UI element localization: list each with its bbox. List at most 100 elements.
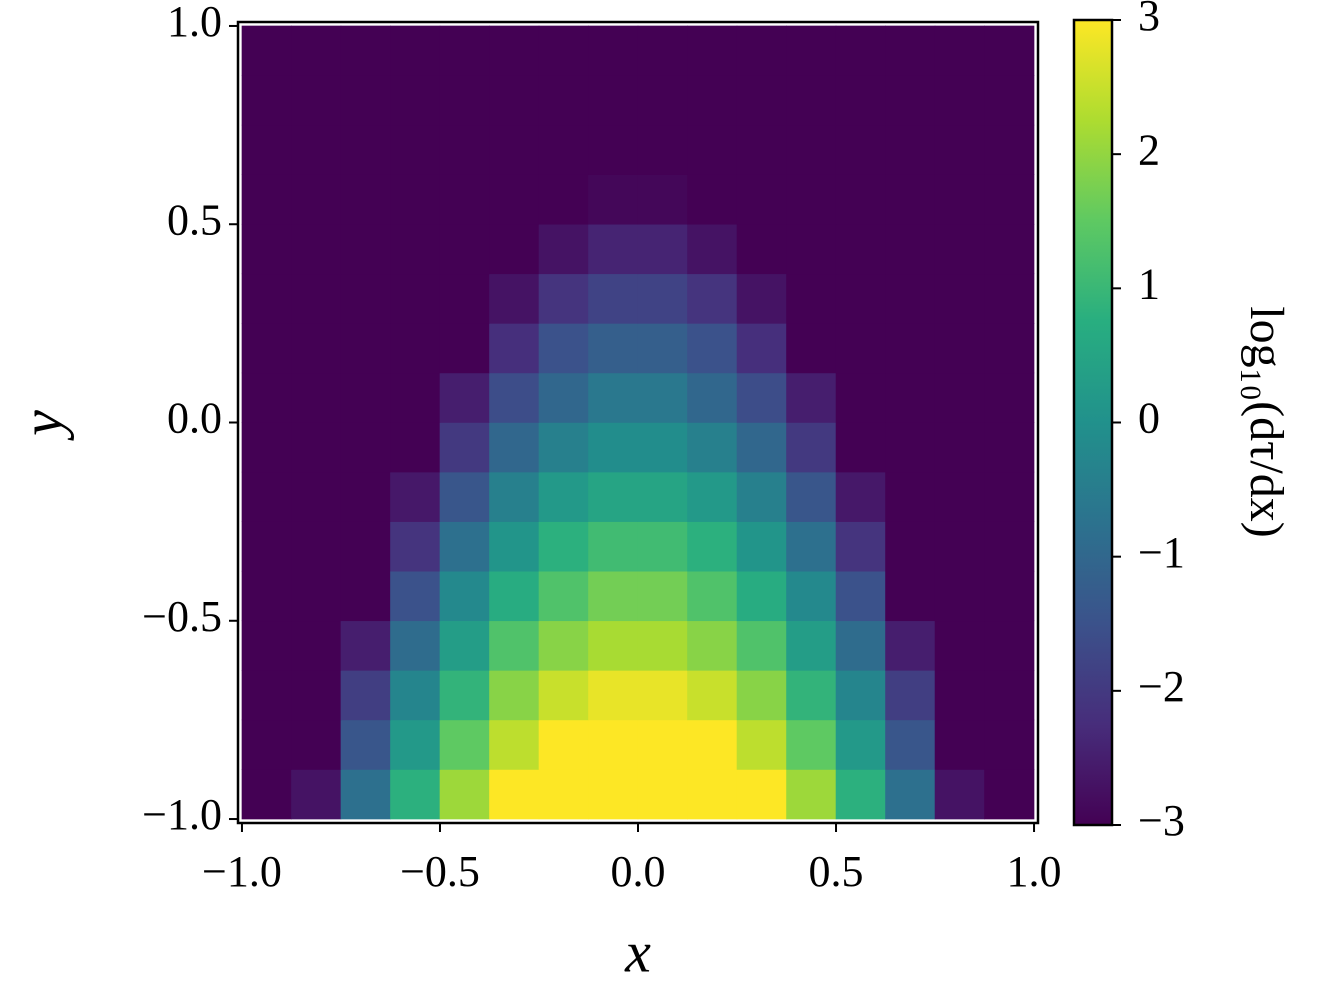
heatmap-cell	[390, 620, 441, 671]
heatmap-cell	[984, 471, 1035, 522]
heatmap-cell	[885, 670, 936, 721]
heatmap-cell	[786, 422, 837, 473]
heatmap-cell	[588, 719, 639, 770]
heatmap-cell	[489, 769, 540, 820]
heatmap-cell	[439, 124, 490, 175]
heatmap-cell	[538, 570, 589, 622]
heatmap-cell	[489, 521, 540, 572]
heatmap-cell	[786, 273, 837, 324]
heatmap-cell	[885, 323, 936, 374]
heatmap-cell	[489, 75, 540, 126]
heatmap-cell	[934, 471, 985, 522]
heatmap-cell	[786, 570, 837, 622]
heatmap-cell	[538, 223, 589, 275]
heatmap-cell	[637, 273, 688, 324]
heatmap-cell	[588, 174, 639, 225]
heatmap-cell	[786, 223, 837, 275]
heatmap-cell	[241, 174, 292, 225]
heatmap-cell	[984, 769, 1035, 820]
heatmap-cell	[291, 75, 342, 126]
heatmap-cell	[934, 323, 985, 374]
heatmap-cell	[984, 174, 1035, 225]
colorbar-tick-label: −1	[1138, 528, 1185, 577]
heatmap-cell	[835, 422, 886, 473]
heatmap-cell	[835, 75, 886, 126]
heatmap-cell	[984, 670, 1035, 721]
heatmap-cell	[736, 25, 787, 76]
heatmap-cell	[687, 124, 738, 175]
heatmap-cell	[984, 422, 1035, 473]
heatmap-cell	[835, 223, 886, 275]
heatmap-cell	[588, 471, 639, 522]
heatmap-cell	[934, 769, 985, 820]
heatmap-cell	[885, 471, 936, 522]
heatmap-cell	[390, 670, 441, 721]
heatmap-cell	[291, 719, 342, 770]
heatmap-cell	[340, 25, 391, 76]
heatmap-cell	[291, 174, 342, 225]
heatmap-cell	[291, 769, 342, 820]
heatmap-cell	[637, 372, 688, 423]
heatmap-cell	[687, 719, 738, 770]
heatmap-cell	[637, 670, 688, 721]
heatmap-cell	[835, 25, 886, 76]
heatmap-cell	[439, 471, 490, 522]
heatmap-cell	[489, 620, 540, 671]
heatmap-cell	[786, 620, 837, 671]
heatmap-cell	[390, 25, 441, 76]
heatmap-cell	[687, 273, 738, 324]
heatmap-cell	[637, 323, 688, 374]
heatmap-cell	[340, 670, 391, 721]
heatmap-cell	[538, 620, 589, 671]
colorbar-tick-label: 1	[1138, 259, 1160, 308]
heatmap-cell	[588, 620, 639, 671]
heatmap-cell	[835, 769, 886, 820]
heatmap-cell	[786, 471, 837, 522]
heatmap-cell	[390, 124, 441, 175]
heatmap-cell	[934, 521, 985, 572]
heatmap-cell	[588, 223, 639, 275]
heatmap-cell	[687, 670, 738, 721]
heatmap-cell	[637, 620, 688, 671]
heatmap-cell	[588, 25, 639, 76]
heatmap-cell	[340, 769, 391, 820]
heatmap-cell	[885, 620, 936, 671]
heatmap-cell	[687, 75, 738, 126]
heatmap-cell	[934, 670, 985, 721]
heatmap-cell	[786, 521, 837, 572]
heatmap-cell	[291, 273, 342, 324]
heatmap-cell	[687, 372, 738, 423]
heatmap-cell	[786, 124, 837, 175]
heatmap-cell	[736, 273, 787, 324]
heatmap-cell	[736, 471, 787, 522]
heatmap-cell	[538, 25, 589, 76]
heatmap-cell	[439, 769, 490, 820]
heatmap-cell	[241, 670, 292, 721]
heatmap-cell	[687, 422, 738, 473]
heatmap-cell	[538, 422, 589, 473]
heatmap-cell	[835, 273, 886, 324]
heatmap-cell	[439, 372, 490, 423]
heatmap-cell	[984, 323, 1035, 374]
heatmap-cell	[340, 174, 391, 225]
heatmap-cell	[835, 372, 886, 423]
heatmap-cell	[588, 372, 639, 423]
heatmap-cell	[637, 124, 688, 175]
x-tick-label: −1.0	[202, 847, 282, 896]
heatmap-cell	[637, 223, 688, 275]
heatmap-cell	[340, 422, 391, 473]
heatmap-cell	[885, 422, 936, 473]
heatmap-cell	[538, 471, 589, 522]
heatmap-cell	[835, 670, 886, 721]
heatmap-cell	[588, 769, 639, 820]
heatmap-cell	[390, 323, 441, 374]
heatmap-cell	[439, 323, 490, 374]
heatmap-cell	[736, 719, 787, 770]
heatmap-cell	[736, 223, 787, 275]
heatmap-cell	[588, 75, 639, 126]
heatmap-cell	[291, 422, 342, 473]
heatmap-cell	[241, 570, 292, 622]
heatmap-cell	[934, 75, 985, 126]
heatmap-cell	[984, 25, 1035, 76]
